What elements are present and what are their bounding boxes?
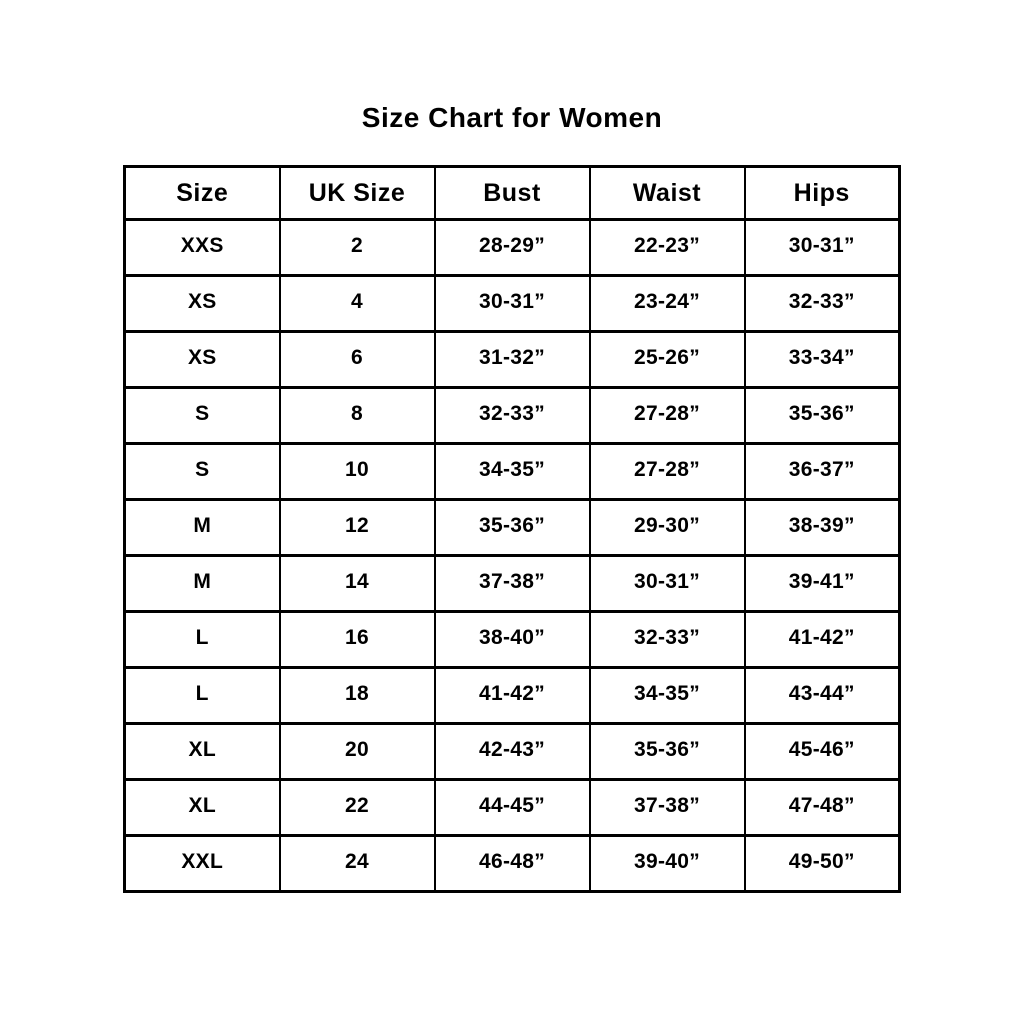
cell-waist: 22-23” bbox=[588, 218, 746, 277]
cell-waist: 25-26” bbox=[588, 330, 746, 389]
cell-bust: 30-31” bbox=[433, 274, 591, 333]
cell-waist: 35-36” bbox=[588, 722, 746, 781]
table-row: XXL 24 46-48” 39-40” 49-50” bbox=[123, 834, 901, 893]
cell-bust: 38-40” bbox=[433, 610, 591, 669]
cell-waist: 30-31” bbox=[588, 554, 746, 613]
column-header-hips: Hips bbox=[743, 165, 901, 221]
cell-hips: 33-34” bbox=[743, 330, 901, 389]
column-header-bust: Bust bbox=[433, 165, 591, 221]
cell-hips: 38-39” bbox=[743, 498, 901, 557]
cell-waist: 39-40” bbox=[588, 834, 746, 893]
cell-uk-size: 14 bbox=[278, 554, 436, 613]
cell-bust: 44-45” bbox=[433, 778, 591, 837]
cell-hips: 32-33” bbox=[743, 274, 901, 333]
cell-size: XXS bbox=[123, 218, 281, 277]
cell-waist: 27-28” bbox=[588, 442, 746, 501]
cell-size: L bbox=[123, 666, 281, 725]
cell-waist: 23-24” bbox=[588, 274, 746, 333]
cell-uk-size: 6 bbox=[278, 330, 436, 389]
cell-hips: 49-50” bbox=[743, 834, 901, 893]
cell-size: XL bbox=[123, 722, 281, 781]
cell-uk-size: 4 bbox=[278, 274, 436, 333]
table-header: Size UK Size Bust Waist Hips bbox=[123, 165, 901, 221]
cell-bust: 46-48” bbox=[433, 834, 591, 893]
table-row: XXS 2 28-29” 22-23” 30-31” bbox=[123, 218, 901, 277]
cell-hips: 41-42” bbox=[743, 610, 901, 669]
cell-bust: 28-29” bbox=[433, 218, 591, 277]
cell-uk-size: 16 bbox=[278, 610, 436, 669]
cell-waist: 27-28” bbox=[588, 386, 746, 445]
cell-hips: 43-44” bbox=[743, 666, 901, 725]
cell-uk-size: 10 bbox=[278, 442, 436, 501]
column-header-uk-size: UK Size bbox=[278, 165, 436, 221]
table-row: XS 6 31-32” 25-26” 33-34” bbox=[123, 330, 901, 389]
cell-size: M bbox=[123, 554, 281, 613]
cell-size: XXL bbox=[123, 834, 281, 893]
table-row: M 14 37-38” 30-31” 39-41” bbox=[123, 554, 901, 613]
cell-waist: 34-35” bbox=[588, 666, 746, 725]
cell-size: XS bbox=[123, 330, 281, 389]
table-body: XXS 2 28-29” 22-23” 30-31” XS 4 30-31” 23-24” 32-… bbox=[123, 218, 901, 893]
table-row: S 10 34-35” 27-28” 36-37” bbox=[123, 442, 901, 501]
column-header-waist: Waist bbox=[588, 165, 746, 221]
table-row: S 8 32-33” 27-28” 35-36” bbox=[123, 386, 901, 445]
cell-uk-size: 8 bbox=[278, 386, 436, 445]
cell-waist: 32-33” bbox=[588, 610, 746, 669]
header-row: Size UK Size Bust Waist Hips bbox=[123, 165, 901, 221]
cell-uk-size: 22 bbox=[278, 778, 436, 837]
cell-bust: 35-36” bbox=[433, 498, 591, 557]
table-row: XL 22 44-45” 37-38” 47-48” bbox=[123, 778, 901, 837]
cell-hips: 47-48” bbox=[743, 778, 901, 837]
cell-size: XL bbox=[123, 778, 281, 837]
cell-bust: 37-38” bbox=[433, 554, 591, 613]
page-title: Size Chart for Women bbox=[361, 102, 663, 133]
cell-waist: 37-38” bbox=[588, 778, 746, 837]
cell-size: S bbox=[123, 442, 281, 501]
cell-bust: 34-35” bbox=[433, 442, 591, 501]
table-row: M 12 35-36” 29-30” 38-39” bbox=[123, 498, 901, 557]
cell-hips: 45-46” bbox=[743, 722, 901, 781]
cell-waist: 29-30” bbox=[588, 498, 746, 557]
cell-size: S bbox=[123, 386, 281, 445]
cell-uk-size: 2 bbox=[278, 218, 436, 277]
column-header-size: Size bbox=[123, 165, 281, 221]
table-row: XL 20 42-43” 35-36” 45-46” bbox=[123, 722, 901, 781]
table-row: XS 4 30-31” 23-24” 32-33” bbox=[123, 274, 901, 333]
cell-bust: 31-32” bbox=[433, 330, 591, 389]
cell-hips: 39-41” bbox=[743, 554, 901, 613]
table-row: L 18 41-42” 34-35” 43-44” bbox=[123, 666, 901, 725]
cell-uk-size: 12 bbox=[278, 498, 436, 557]
cell-size: L bbox=[123, 610, 281, 669]
cell-uk-size: 20 bbox=[278, 722, 436, 781]
cell-size: M bbox=[123, 498, 281, 557]
cell-size: XS bbox=[123, 274, 281, 333]
cell-bust: 32-33” bbox=[433, 386, 591, 445]
table-row: L 16 38-40” 32-33” 41-42” bbox=[123, 610, 901, 669]
cell-uk-size: 24 bbox=[278, 834, 436, 893]
cell-hips: 30-31” bbox=[743, 218, 901, 277]
cell-bust: 42-43” bbox=[433, 722, 591, 781]
cell-hips: 35-36” bbox=[743, 386, 901, 445]
cell-uk-size: 18 bbox=[278, 666, 436, 725]
size-chart-table: Size UK Size Bust Waist Hips XXS 2 28-29” 2… bbox=[123, 165, 901, 893]
cell-bust: 41-42” bbox=[433, 666, 591, 725]
cell-hips: 36-37” bbox=[743, 442, 901, 501]
